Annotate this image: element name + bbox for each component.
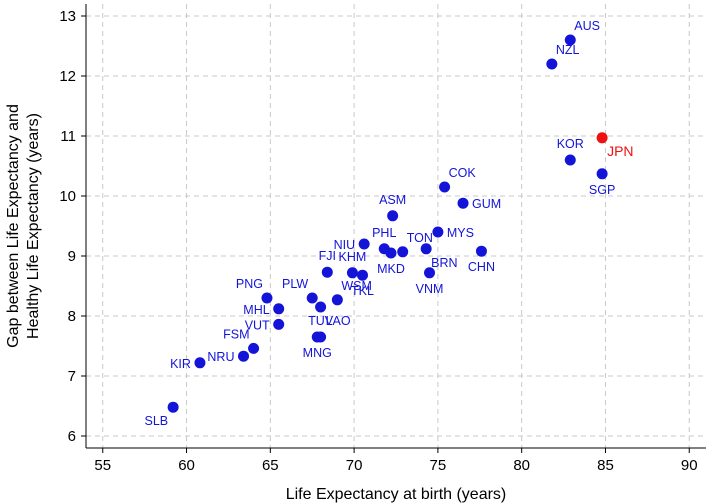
data-label-slb: SLB	[144, 414, 168, 428]
data-label-fsm: FSM	[223, 327, 249, 341]
data-point-plw	[306, 292, 318, 304]
data-label-kir: KIR	[170, 357, 191, 371]
x-axis-label: Life Expectancy at birth (years)	[286, 486, 507, 503]
data-point-mng	[311, 331, 323, 343]
tick-layer: 55 60 65 70 75 80 85 90 6 7 8 9 10 11 12 13	[59, 8, 697, 474]
data-label-brn: BRN	[431, 256, 457, 270]
data-point-ton	[397, 246, 409, 258]
data-point-niu	[358, 238, 370, 250]
data-point-lao	[315, 301, 327, 313]
data-point-kir	[194, 357, 206, 369]
data-label-kor: KOR	[557, 137, 584, 151]
data-label-chn: CHN	[468, 260, 495, 274]
data-label-khm: KHM	[339, 250, 367, 264]
data-label-asm: ASM	[379, 193, 406, 207]
data-label-cok: COK	[449, 166, 477, 180]
data-point-mhl	[273, 303, 285, 315]
data-point-fsm	[248, 342, 260, 354]
data-label-png: PNG	[236, 277, 263, 291]
data-point-wsm	[331, 294, 343, 306]
y-tick-label: 13	[59, 8, 76, 25]
x-tick-label: 85	[597, 457, 614, 474]
data-point-nru	[238, 350, 250, 362]
data-point-jpn	[596, 132, 608, 144]
data-label-mhl: MHL	[243, 303, 269, 317]
data-label-nru: NRU	[207, 350, 234, 364]
data-point-chn	[475, 245, 487, 257]
data-point-slb	[167, 401, 179, 413]
data-label-niu: NIU	[334, 238, 356, 252]
y-tick-label: 6	[68, 428, 76, 445]
data-label-plw: PLW	[282, 277, 308, 291]
data-point-vnm	[424, 267, 436, 279]
x-tick-label: 90	[681, 457, 698, 474]
data-point-png	[261, 292, 273, 304]
y-tick-label: 11	[60, 128, 76, 145]
data-label-jpn: JPN	[607, 143, 633, 159]
data-point-fji	[321, 266, 333, 278]
data-label-sgp: SGP	[589, 183, 615, 197]
data-label-tkl: TKL	[351, 284, 374, 298]
data-point-khm	[346, 267, 358, 279]
data-label-gum: GUM	[472, 197, 501, 211]
data-label-mng: MNG	[303, 346, 332, 360]
data-label-mys: MYS	[447, 226, 474, 240]
data-label-ton: TON	[407, 231, 433, 245]
data-label-nzl: NZL	[556, 43, 580, 57]
data-point-gum	[457, 197, 469, 209]
data-label-lao: LAO	[326, 314, 351, 328]
data-point-tkl	[356, 269, 368, 281]
data-point-kor	[564, 154, 576, 166]
data-point-nzl	[546, 58, 558, 70]
y-tick-label: 7	[68, 368, 76, 385]
data-point-mys	[432, 226, 444, 238]
x-tick-label: 65	[262, 457, 279, 474]
x-tick-label: 80	[513, 457, 530, 474]
data-point-mkd	[385, 247, 397, 259]
y-tick-label: 12	[59, 68, 76, 85]
data-label-fji: FJI	[319, 249, 336, 263]
data-point-cok	[439, 181, 451, 193]
data-point-vut	[273, 318, 285, 330]
data-label-aus: AUS	[574, 19, 600, 33]
data-label-phl: PHL	[372, 226, 396, 240]
y-tick-label: 8	[68, 308, 76, 325]
y-tick-label: 10	[59, 188, 76, 205]
data-label-tuv: TUV	[308, 314, 334, 328]
data-label-mkd: MKD	[377, 262, 405, 276]
axes-layer	[85, 4, 706, 449]
data-label-wsm: WSM	[341, 279, 372, 293]
data-point-brn	[420, 243, 432, 255]
y-axis-label-line-1: Gap between Life Expectancy and	[5, 104, 22, 348]
y-tick-label: 9	[68, 248, 76, 265]
y-axis-label-line-2: Healthy Life Expectancy (years)	[25, 113, 42, 339]
x-tick-label: 60	[178, 457, 195, 474]
data-label-vut: VUT	[245, 318, 270, 332]
data-point-aus	[564, 34, 576, 46]
data-label-vnm: VNM	[416, 282, 444, 296]
data-point-sgp	[596, 168, 608, 180]
x-tick-label: 75	[430, 457, 447, 474]
x-tick-label: 55	[94, 457, 111, 474]
points-layer: AUS NZL JPN KOR SGP COK GUM ASM MYS NIU PHL TON BRN C…	[144, 19, 633, 428]
x-tick-label: 70	[346, 457, 363, 474]
data-point-asm	[387, 210, 399, 222]
